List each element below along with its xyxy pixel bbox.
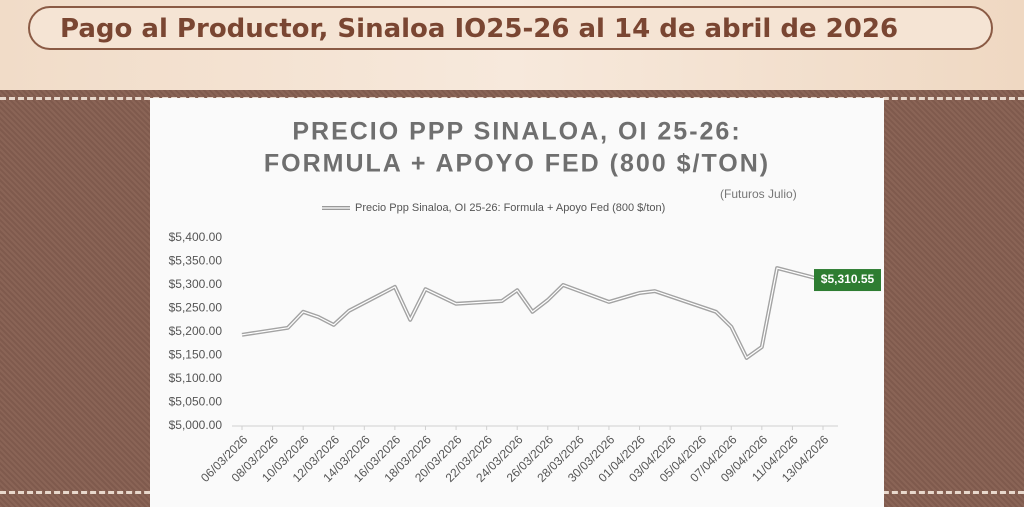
y-tick-label: $5,100.00 — [169, 371, 223, 385]
chart-subtitle: FORMULA + APOYO FED (800 $/TON) — [264, 150, 770, 178]
y-tick-label: $5,300.00 — [169, 277, 223, 291]
annotation: (Futuros Julio) — [720, 187, 797, 201]
chart-title: PRECIO PPP SINALOA, OI 25-26: — [292, 118, 741, 146]
header-pill: Pago al Productor, Sinaloa IO25-26 al 14… — [28, 6, 993, 50]
y-tick-label: $5,050.00 — [169, 395, 223, 409]
y-tick-label: $5,000.00 — [169, 418, 223, 432]
line-inner — [241, 267, 824, 359]
data-label: $5,310.55 — [821, 272, 875, 286]
data-label-box — [814, 269, 881, 292]
y-tick-label: $5,200.00 — [169, 324, 223, 338]
header-title: Pago al Productor, Sinaloa IO25-26 al 14… — [60, 14, 899, 44]
chart: PRECIO PPP SINALOA, OI 25-26: FORMULA + … — [150, 98, 884, 507]
chart-panel — [150, 98, 884, 507]
y-tick-label: $5,350.00 — [169, 254, 223, 268]
y-tick-label: $5,150.00 — [169, 348, 223, 362]
y-tick-label: $5,400.00 — [169, 230, 223, 244]
y-tick-label: $5,250.00 — [169, 301, 223, 315]
legend-label: Precio Ppp Sinaloa, OI 25-26: Formula + … — [355, 202, 665, 214]
